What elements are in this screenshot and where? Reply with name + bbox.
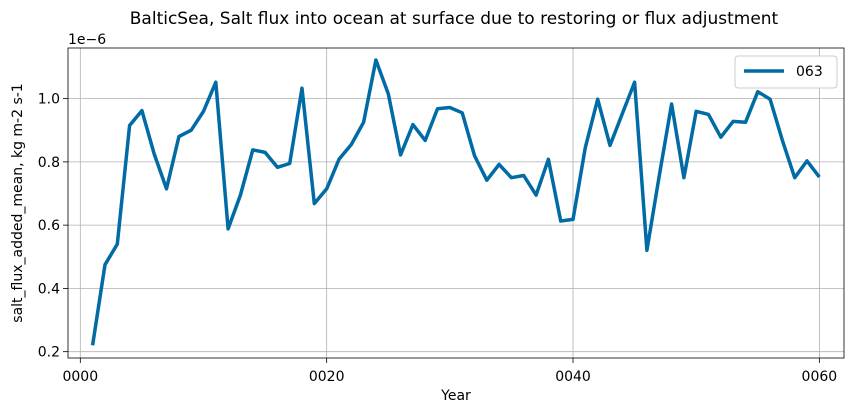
y-gridlines	[68, 98, 844, 353]
plot-frame	[67, 47, 845, 359]
x-tick-label: 0000	[62, 369, 98, 385]
x-tick-label: 0020	[309, 369, 345, 385]
series-line-063	[90, 58, 821, 346]
y-axis: 0.2 0.4 0.6 0.8 1.0	[38, 92, 68, 361]
x-tick-label: 0060	[802, 369, 838, 385]
x-tick-label: 0040	[555, 369, 591, 385]
y-axis-label: salt_flux_added_mean, kg m-2 s-1	[10, 83, 26, 322]
x-axis: 0000 0020 0040 0060	[62, 358, 837, 385]
series-layer	[90, 58, 821, 346]
x-axis-label: Year	[440, 388, 471, 404]
y-tick-label: 0.4	[38, 281, 60, 297]
legend-label: 063	[796, 64, 823, 80]
y-tick-label: 0.2	[38, 345, 60, 361]
x-gridlines	[79, 48, 820, 358]
y-offset-label: 1e−6	[68, 32, 106, 48]
legend-box	[734, 55, 838, 89]
y-tick-label: 0.8	[38, 155, 60, 171]
legend: 063	[734, 55, 838, 89]
y-tick-label: 0.6	[38, 218, 60, 234]
chart-title: BalticSea, Salt flux into ocean at surfa…	[130, 9, 779, 29]
y-tick-label: 1.0	[38, 92, 60, 108]
